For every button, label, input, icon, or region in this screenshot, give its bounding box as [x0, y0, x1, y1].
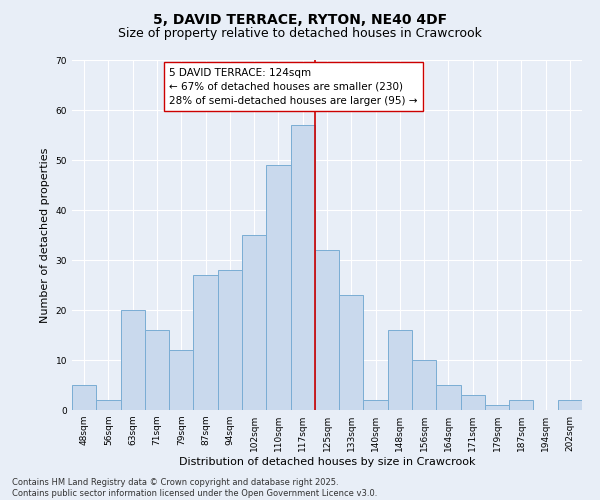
- Bar: [436, 385, 461, 410]
- Text: Size of property relative to detached houses in Crawcrook: Size of property relative to detached ho…: [118, 28, 482, 40]
- Bar: [412, 360, 436, 410]
- Bar: [193, 275, 218, 410]
- Y-axis label: Number of detached properties: Number of detached properties: [40, 148, 50, 322]
- Bar: [218, 270, 242, 410]
- Bar: [364, 400, 388, 410]
- Bar: [169, 350, 193, 410]
- Bar: [72, 385, 96, 410]
- Bar: [266, 165, 290, 410]
- Bar: [388, 330, 412, 410]
- Bar: [339, 295, 364, 410]
- Text: 5, DAVID TERRACE, RYTON, NE40 4DF: 5, DAVID TERRACE, RYTON, NE40 4DF: [153, 12, 447, 26]
- Bar: [558, 400, 582, 410]
- X-axis label: Distribution of detached houses by size in Crawcrook: Distribution of detached houses by size …: [179, 457, 475, 467]
- Bar: [509, 400, 533, 410]
- Bar: [242, 235, 266, 410]
- Bar: [485, 405, 509, 410]
- Bar: [145, 330, 169, 410]
- Bar: [461, 395, 485, 410]
- Bar: [315, 250, 339, 410]
- Bar: [290, 125, 315, 410]
- Bar: [121, 310, 145, 410]
- Bar: [96, 400, 121, 410]
- Text: Contains HM Land Registry data © Crown copyright and database right 2025.
Contai: Contains HM Land Registry data © Crown c…: [12, 478, 377, 498]
- Text: 5 DAVID TERRACE: 124sqm
← 67% of detached houses are smaller (230)
28% of semi-d: 5 DAVID TERRACE: 124sqm ← 67% of detache…: [169, 68, 418, 106]
